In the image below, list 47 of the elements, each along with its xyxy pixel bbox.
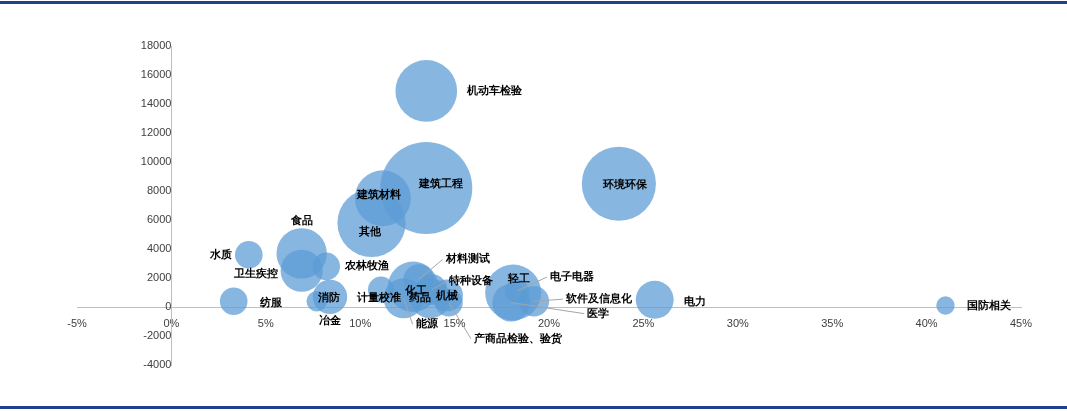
series-label: 机械 <box>435 289 459 303</box>
x-tick-label: -5% <box>67 316 87 329</box>
series-label: 轻工 <box>507 272 531 286</box>
y-tick-label: 4000 <box>146 242 172 255</box>
series-label: 电子电器 <box>549 269 594 283</box>
series-label: 软件及信息化 <box>564 292 633 306</box>
series-label: 纺服 <box>258 296 283 310</box>
series-label: 建筑工程 <box>418 176 464 190</box>
y-tick-label: -2000 <box>143 329 172 342</box>
series-label: 消防 <box>316 290 340 304</box>
x-tick-label: 15% <box>443 316 466 329</box>
text: 医学 <box>587 306 610 320</box>
y-tick-label: 8000 <box>146 184 172 197</box>
x-tick-label: 30% <box>726 316 750 329</box>
series-label: 环境环保 <box>601 177 648 191</box>
y-tick-label: 18000 <box>140 39 172 52</box>
series-label: 水质 <box>208 247 232 261</box>
x-tick-label: 0% <box>163 316 180 329</box>
series-label: 电力 <box>683 294 706 308</box>
y-tick-label: -4000 <box>143 358 172 371</box>
y-tick-label: 16000 <box>140 68 172 81</box>
y-tick-label: 14000 <box>140 97 172 110</box>
x-tick-label: 20% <box>537 316 561 329</box>
text: 产商品检验、验货 <box>472 331 563 345</box>
series-label: 能源 <box>415 317 439 331</box>
series-label: 计量校准 <box>355 291 401 305</box>
series-label: 其他 <box>357 224 382 238</box>
x-tick-label: 5% <box>257 316 274 329</box>
x-tick-label: 10% <box>349 316 372 329</box>
x-tick-label: 45% <box>1009 316 1033 329</box>
y-tick-label: 12000 <box>140 126 172 139</box>
x-tick-label: 40% <box>915 316 938 329</box>
series-label: 材料测试 <box>444 252 490 266</box>
x-tick-label: 25% <box>632 316 655 329</box>
series-label: 食品 <box>289 214 313 228</box>
series-label: 建筑材料 <box>355 188 401 202</box>
y-tick-label: 6000 <box>146 213 172 226</box>
series-label: 国防相关 <box>967 299 1013 313</box>
y-tick-label: 0 <box>165 300 172 313</box>
series-label: 卫生疾控 <box>232 266 278 280</box>
series-label: 农林牧渔 <box>344 259 390 273</box>
series-label: 冶金 <box>318 314 342 328</box>
series-label: 特种设备 <box>447 274 493 288</box>
series-label: 机动车检验 <box>466 83 524 97</box>
y-tick-label: 10000 <box>140 155 172 168</box>
x-tick-label: 35% <box>821 316 844 329</box>
y-tick-label: 2000 <box>146 271 172 284</box>
